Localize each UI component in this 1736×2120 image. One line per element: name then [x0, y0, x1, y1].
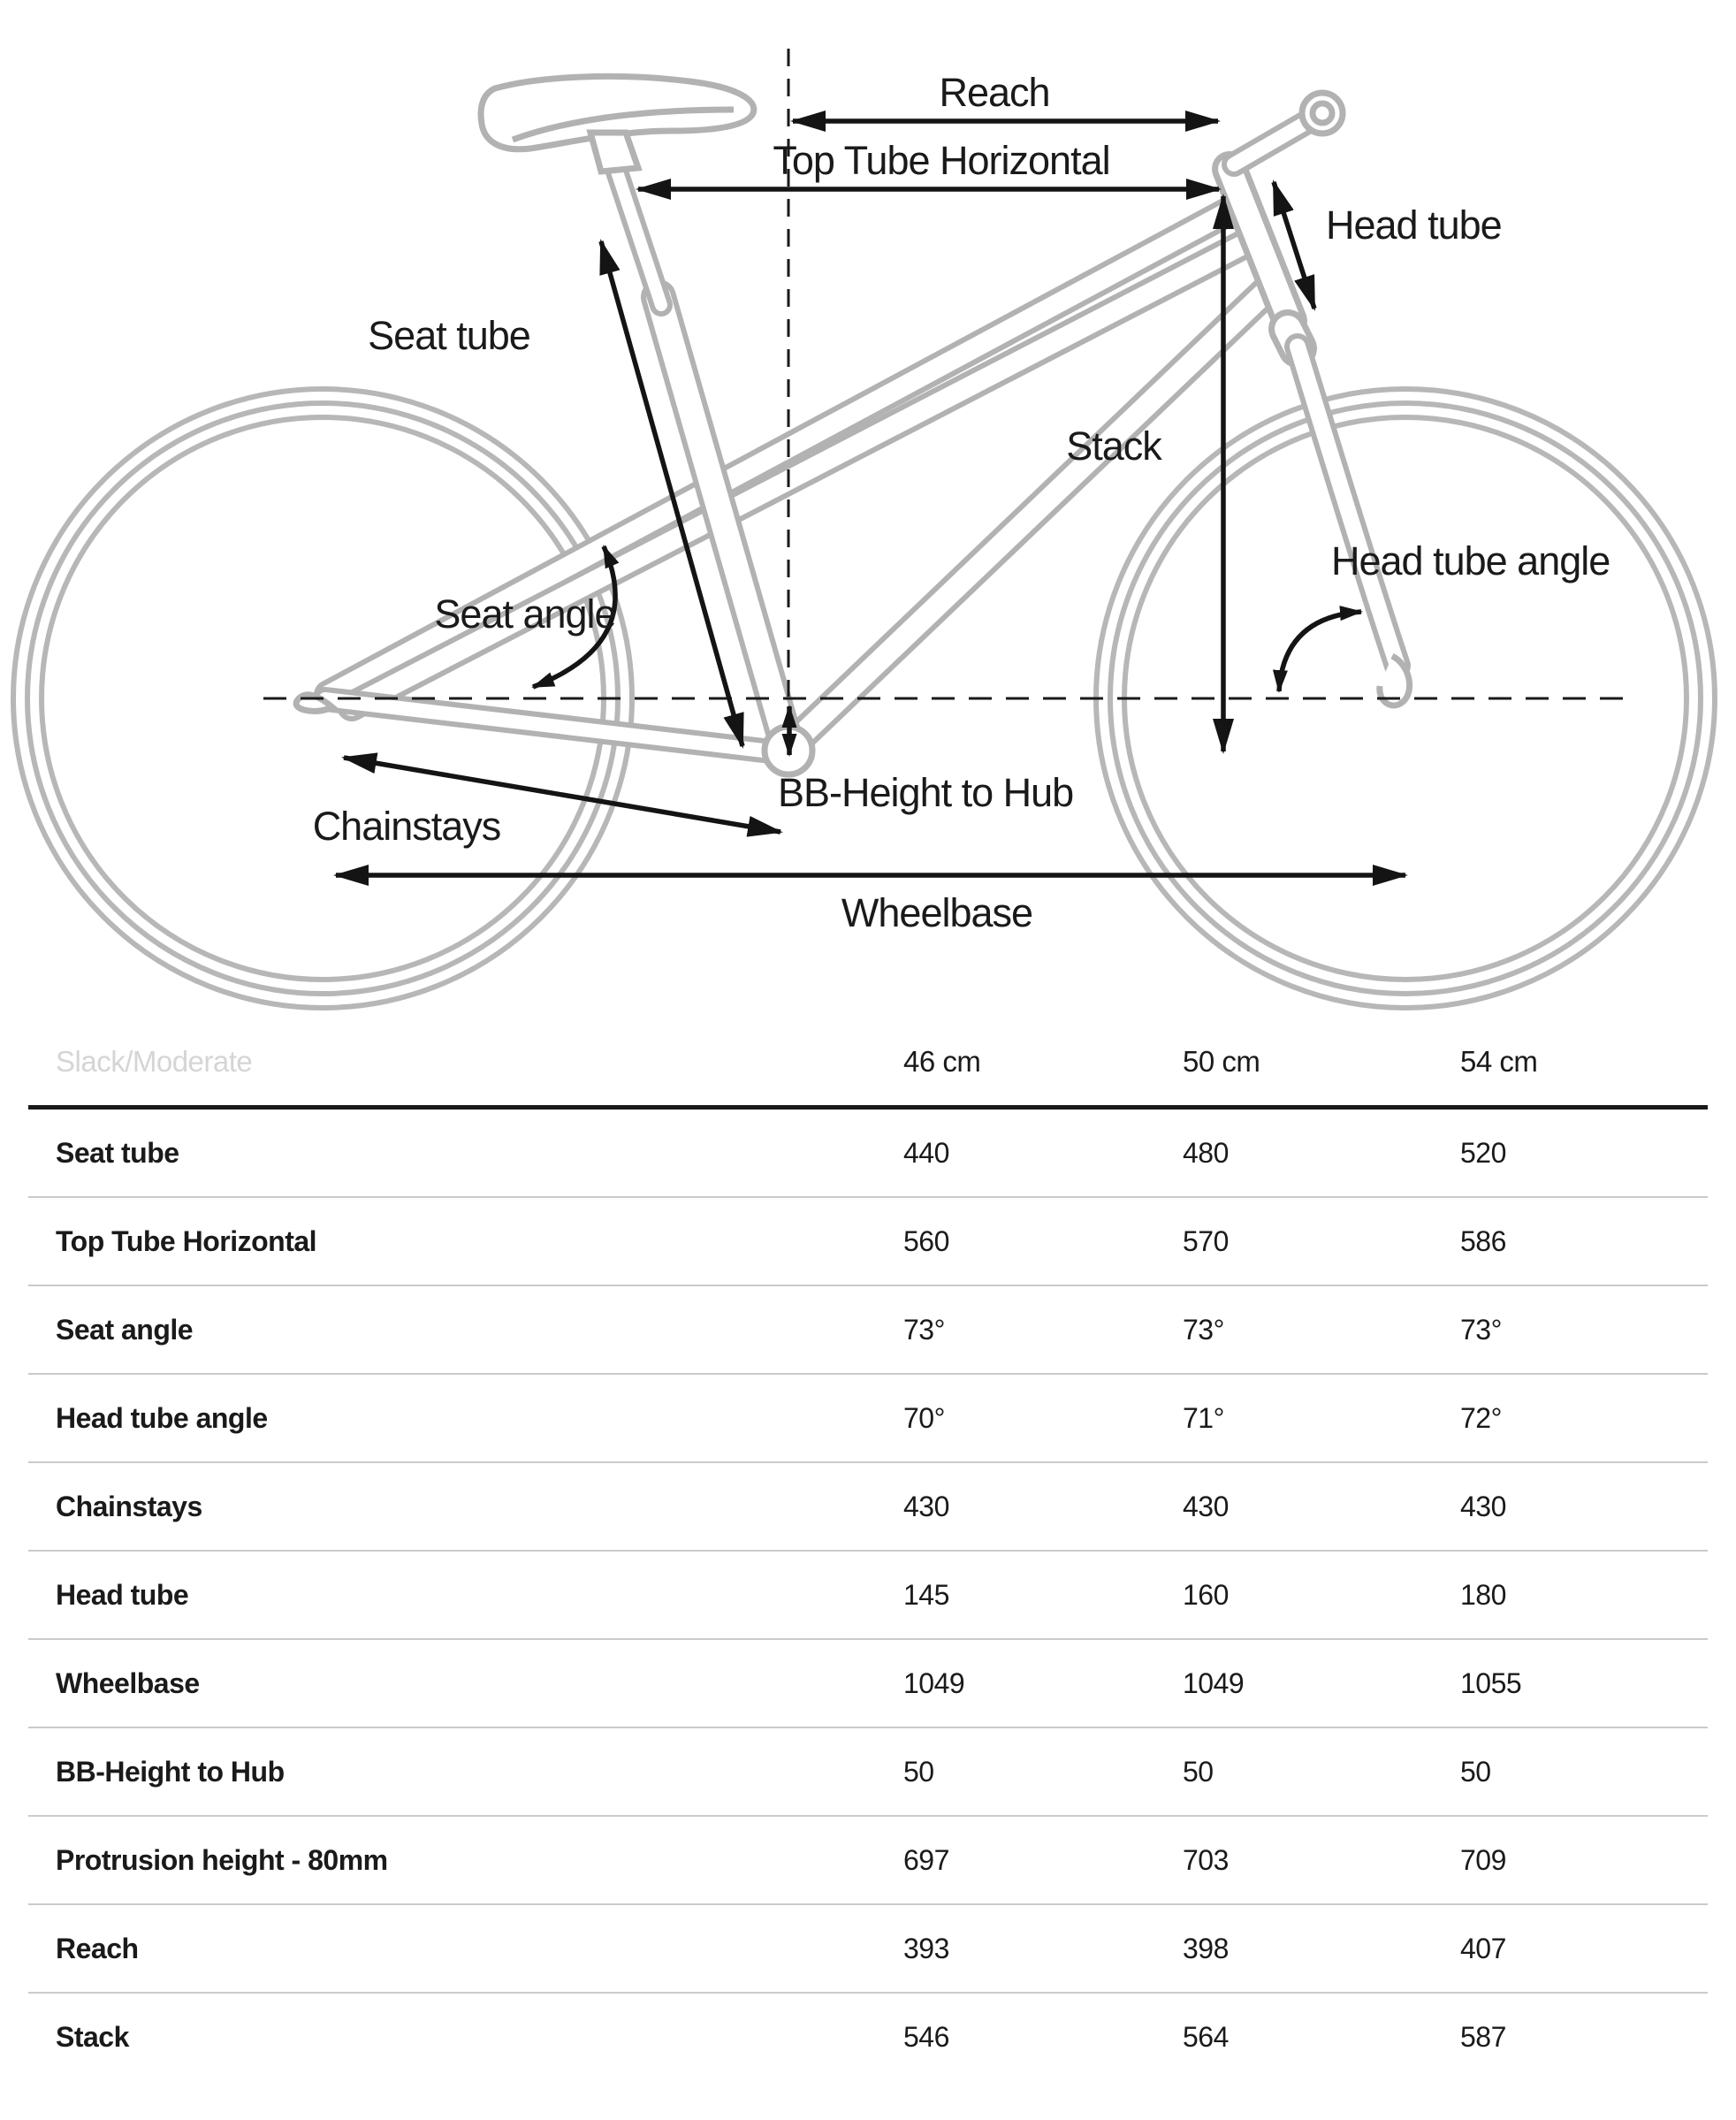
label-seat-tube: Seat tube — [368, 313, 530, 358]
row-label: Protrusion height - 80mm — [56, 1843, 388, 1876]
label-seat-angle: Seat angle — [434, 591, 615, 637]
table-row: Seat angle 73° 73° 73° — [28, 1286, 1708, 1375]
handlebar-grip — [1298, 89, 1346, 137]
row-label: Chainstays — [56, 1490, 202, 1522]
row-value: 587 — [1460, 2020, 1506, 2053]
row-value: 520 — [1460, 1136, 1506, 1169]
table-corner-label: Slack/Moderate — [56, 1045, 253, 1078]
row-value: 1049 — [903, 1666, 965, 1699]
column-header-size-1: 46 cm — [903, 1045, 981, 1078]
row-value: 430 — [903, 1490, 949, 1522]
row-label: Stack — [56, 2020, 129, 2053]
table-row: Seat tube 440 480 520 — [28, 1110, 1708, 1198]
row-value: 546 — [903, 2020, 949, 2053]
row-value: 73° — [903, 1313, 945, 1346]
table-row: BB-Height to Hub 50 50 50 — [28, 1728, 1708, 1817]
row-value: 697 — [903, 1843, 949, 1876]
row-value: 180 — [1460, 1578, 1506, 1611]
table-body: Seat tube 440 480 520 Top Tube Horizonta… — [28, 1110, 1708, 2080]
row-label: Wheelbase — [56, 1666, 200, 1699]
label-reach: Reach — [939, 70, 1049, 115]
row-value: 703 — [1183, 1843, 1229, 1876]
seat-angle-arc-arrow — [531, 545, 620, 690]
row-value: 145 — [903, 1578, 949, 1611]
row-value: 393 — [903, 1932, 949, 1964]
row-value: 564 — [1183, 2020, 1229, 2053]
table-row: Stack 546 564 587 — [28, 1994, 1708, 2080]
row-value: 73° — [1460, 1313, 1502, 1346]
bike-geometry-diagram: Reach Top Tube Horizontal Head tube Seat… — [0, 0, 1736, 1018]
label-top-tube-horizontal: Top Tube Horizontal — [773, 138, 1109, 183]
geometry-table: Slack/Moderate 46 cm 50 cm 54 cm Seat tu… — [28, 1018, 1708, 2120]
table-row: Reach 393 398 407 — [28, 1905, 1708, 1994]
row-label: Head tube angle — [56, 1401, 268, 1434]
table-row: Head tube 145 160 180 — [28, 1552, 1708, 1640]
label-wheelbase: Wheelbase — [841, 890, 1032, 935]
row-value: 586 — [1460, 1224, 1506, 1257]
head-tube-angle-arc-arrow — [1272, 606, 1363, 693]
table-row: Head tube angle 70° 71° 72° — [28, 1375, 1708, 1463]
row-label: Seat angle — [56, 1313, 194, 1346]
head-tube-arrow — [1271, 179, 1317, 311]
label-bb-height-to-hub: BB-Height to Hub — [778, 770, 1073, 815]
row-value: 709 — [1460, 1843, 1506, 1876]
row-value: 71° — [1183, 1401, 1224, 1434]
row-value: 480 — [1183, 1136, 1229, 1169]
label-stack: Stack — [1066, 423, 1162, 469]
label-chainstays: Chainstays — [313, 804, 501, 849]
row-value: 1055 — [1460, 1666, 1522, 1699]
row-value: 407 — [1460, 1932, 1506, 1964]
row-value: 50 — [1460, 1755, 1491, 1788]
column-header-size-2: 50 cm — [1183, 1045, 1260, 1078]
row-value: 570 — [1183, 1224, 1229, 1257]
chainstays-arrow — [341, 752, 783, 837]
row-value: 73° — [1183, 1313, 1224, 1346]
label-head-tube: Head tube — [1326, 202, 1502, 248]
row-value: 50 — [1183, 1755, 1214, 1788]
row-value: 440 — [903, 1136, 949, 1169]
row-value: 560 — [903, 1224, 949, 1257]
table-row: Top Tube Horizontal 560 570 586 — [28, 1198, 1708, 1286]
row-value: 50 — [903, 1755, 934, 1788]
table-row: Chainstays 430 430 430 — [28, 1463, 1708, 1552]
row-value: 70° — [903, 1401, 945, 1434]
row-value: 398 — [1183, 1932, 1229, 1964]
row-value: 430 — [1460, 1490, 1506, 1522]
saddle — [477, 72, 758, 175]
row-value: 1049 — [1183, 1666, 1245, 1699]
row-label: Top Tube Horizontal — [56, 1224, 317, 1257]
table-row: Protrusion height - 80mm 697 703 709 — [28, 1817, 1708, 1905]
row-label: Seat tube — [56, 1136, 179, 1169]
seat-tube-arrow — [598, 239, 745, 749]
row-label: Head tube — [56, 1578, 189, 1611]
row-label: Reach — [56, 1932, 139, 1964]
row-label: BB-Height to Hub — [56, 1755, 285, 1788]
table-header-row: Slack/Moderate 46 cm 50 cm 54 cm — [28, 1018, 1708, 1110]
row-value: 160 — [1183, 1578, 1229, 1611]
table-row: Wheelbase 1049 1049 1055 — [28, 1640, 1708, 1728]
row-value: 430 — [1183, 1490, 1229, 1522]
row-value: 72° — [1460, 1401, 1502, 1434]
label-head-tube-angle: Head tube angle — [1331, 538, 1610, 583]
column-header-size-3: 54 cm — [1460, 1045, 1538, 1078]
